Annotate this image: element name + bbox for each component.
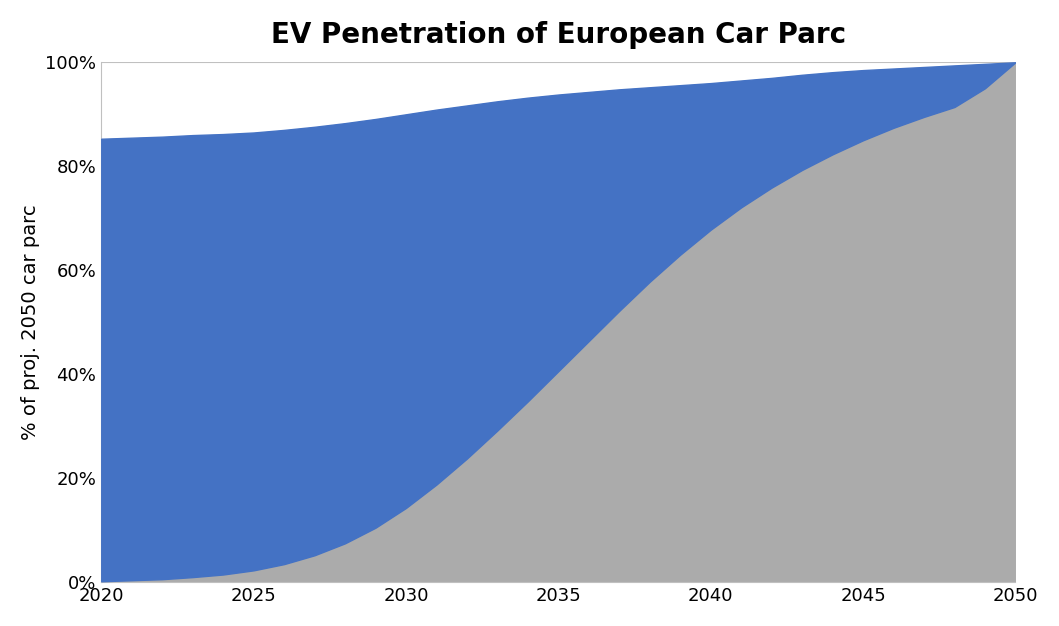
Y-axis label: % of proj. 2050 car parc: % of proj. 2050 car parc — [21, 205, 40, 440]
Title: EV Penetration of European Car Parc: EV Penetration of European Car Parc — [271, 21, 846, 49]
